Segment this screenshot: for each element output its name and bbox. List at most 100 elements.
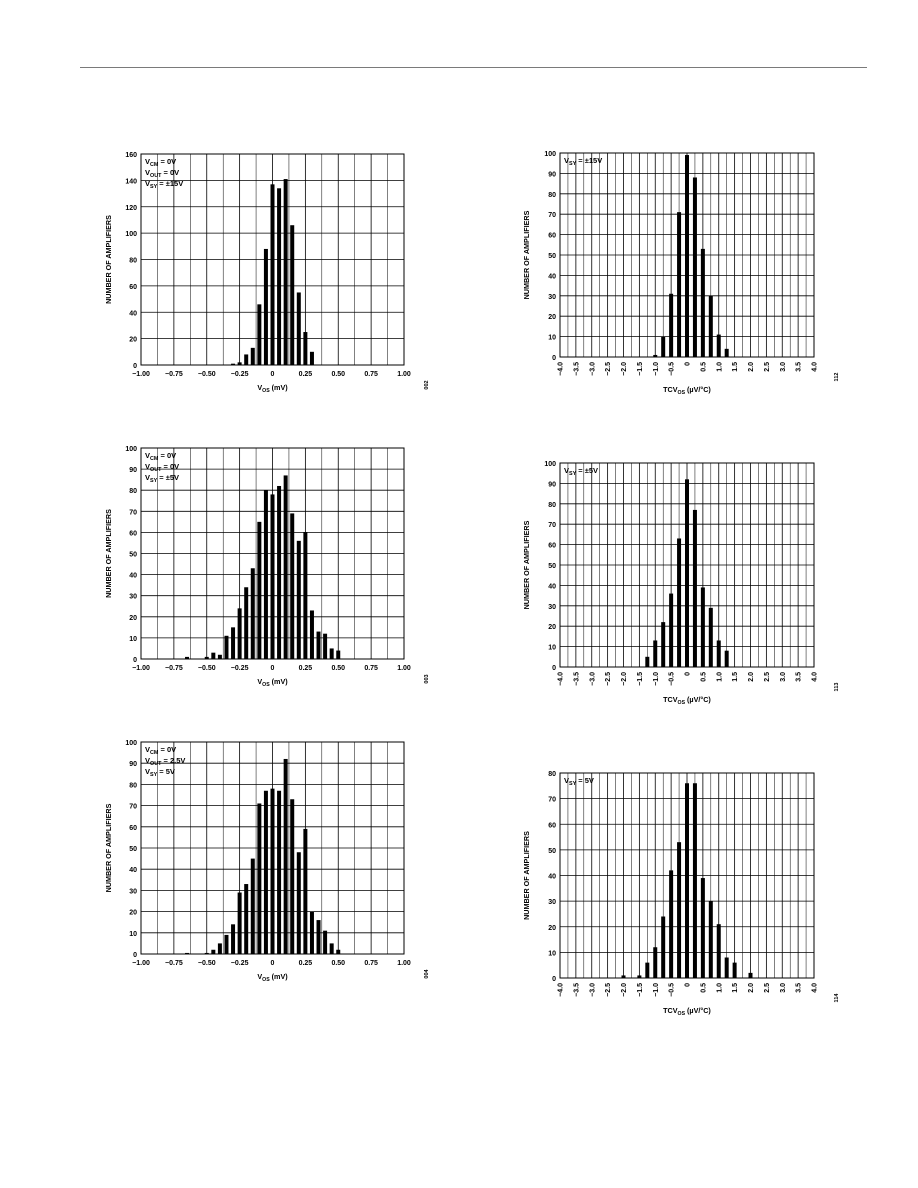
condition-annotation: VCM = 0V — [145, 745, 176, 756]
x-tick-label: 2.5 — [764, 672, 771, 682]
x-tick-label: 1.5 — [732, 983, 739, 993]
histogram-bar — [270, 788, 275, 954]
y-tick-label: 0 — [133, 952, 137, 959]
y-axis-label: NUMBER OF AMPLIFIERS — [104, 509, 113, 598]
y-tick-label: 70 — [548, 522, 556, 529]
x-tick-label: −3.0 — [589, 362, 596, 376]
histogram-bar — [231, 363, 236, 365]
histogram-bar — [231, 924, 236, 954]
condition-annotation: VSY = ±5V — [145, 473, 179, 484]
histogram-bar — [692, 177, 697, 357]
histogram-bar — [250, 568, 255, 659]
histogram-bar — [685, 783, 689, 978]
histogram-bar — [290, 225, 295, 365]
y-tick-label: 30 — [548, 604, 556, 611]
y-tick-label: 60 — [129, 284, 137, 291]
histogram-bar — [677, 212, 682, 357]
x-tick-label: −0.5 — [669, 672, 676, 686]
histogram-bar — [237, 892, 242, 954]
x-tick-label: 0 — [685, 672, 692, 676]
x-tick-label: −0.25 — [231, 665, 249, 672]
histogram-chart-tcvos-5v-dual: 0 10 20 30 40 50 60 70 80 90 100 −4.0 −3.5 −3.0 −2.5 −2… — [522, 461, 840, 706]
condition-annotation: VOUT = 2.5V — [145, 756, 185, 767]
histogram-bar — [303, 828, 308, 954]
x-tick-label: 0.75 — [364, 960, 378, 967]
y-tick-label: 100 — [125, 446, 137, 453]
x-tick-label: 1.0 — [716, 983, 723, 993]
x-tick-label: 2.5 — [764, 362, 771, 372]
histogram-bar — [224, 934, 229, 954]
y-tick-label: 40 — [129, 573, 137, 580]
histogram-bar — [211, 949, 216, 954]
x-tick-label: 0.50 — [331, 665, 345, 672]
condition-annotation: VSY = 5V — [564, 776, 594, 787]
figure-id: 003 — [424, 674, 430, 683]
histogram-bar — [724, 348, 729, 357]
histogram-bar — [263, 790, 268, 954]
y-tick-label: 70 — [548, 797, 556, 804]
histogram-bar — [204, 656, 209, 659]
x-tick-label: 0.25 — [299, 665, 313, 672]
x-tick-label: 1.0 — [716, 672, 723, 682]
y-tick-label: 30 — [129, 888, 137, 895]
histogram-bar — [217, 654, 222, 659]
x-tick-label: −0.75 — [165, 371, 183, 378]
condition-annotation: VCM = 0V — [145, 157, 176, 168]
x-tick-label: −2.5 — [605, 672, 612, 686]
x-tick-label: 3.0 — [780, 983, 787, 993]
x-tick-label: −1.0 — [653, 983, 660, 997]
y-tick-label: 10 — [548, 335, 556, 342]
x-tick-label: 0.25 — [299, 371, 313, 378]
x-tick-label: 1.0 — [716, 362, 723, 372]
x-tick-label: 0.75 — [364, 371, 378, 378]
histogram-bar — [621, 975, 626, 978]
histogram-bar — [748, 972, 753, 978]
histogram-bar — [309, 351, 314, 365]
x-tick-label: −1.00 — [132, 371, 150, 378]
y-tick-label: 30 — [129, 594, 137, 601]
histogram-bar — [303, 532, 308, 659]
x-tick-label: −3.5 — [573, 362, 580, 376]
histogram-bar — [316, 631, 321, 659]
y-axis-label: NUMBER OF AMPLIFIERS — [104, 803, 113, 892]
y-tick-label: 160 — [125, 152, 137, 159]
x-axis-label: TCVOS (µV/°C) — [663, 385, 711, 396]
histogram-bar — [283, 179, 288, 365]
histogram-bar — [277, 485, 282, 659]
histogram-bar — [263, 490, 268, 659]
y-tick-label: 40 — [548, 583, 556, 590]
y-tick-label: 20 — [548, 925, 556, 932]
x-tick-label: −3.0 — [589, 672, 596, 686]
y-tick-label: 20 — [548, 624, 556, 631]
y-tick-label: 20 — [129, 615, 137, 622]
header-rule — [80, 67, 867, 68]
histogram-bar — [185, 656, 190, 659]
condition-annotation: VCM = 0V — [145, 451, 176, 462]
histogram-bar — [185, 952, 190, 954]
histogram-bar — [296, 540, 301, 659]
histogram-bar — [692, 783, 697, 978]
x-tick-label: −4.0 — [558, 983, 565, 997]
x-tick-label: 0.50 — [331, 371, 345, 378]
histogram-bar — [724, 957, 729, 978]
x-tick-label: 2.0 — [748, 672, 755, 682]
x-tick-label: 1.00 — [397, 665, 411, 672]
x-tick-label: 1.00 — [397, 960, 411, 967]
y-tick-label: 70 — [129, 804, 137, 811]
y-tick-label: 40 — [129, 867, 137, 874]
x-tick-label: 4.0 — [812, 983, 819, 993]
y-tick-label: 80 — [548, 502, 556, 509]
histogram-bar — [217, 943, 222, 954]
histogram-bar — [708, 901, 713, 978]
x-tick-label: −4.0 — [558, 672, 565, 686]
x-tick-label: 2.0 — [748, 362, 755, 372]
histogram-bar — [336, 650, 341, 659]
y-tick-label: 0 — [133, 363, 137, 370]
x-tick-label: −0.75 — [165, 665, 183, 672]
y-tick-label: 60 — [129, 825, 137, 832]
y-tick-label: 20 — [548, 314, 556, 321]
y-tick-label: 0 — [552, 665, 556, 672]
x-tick-label: −1.5 — [637, 983, 644, 997]
y-tick-label: 50 — [548, 848, 556, 855]
y-tick-label: 120 — [125, 205, 137, 212]
